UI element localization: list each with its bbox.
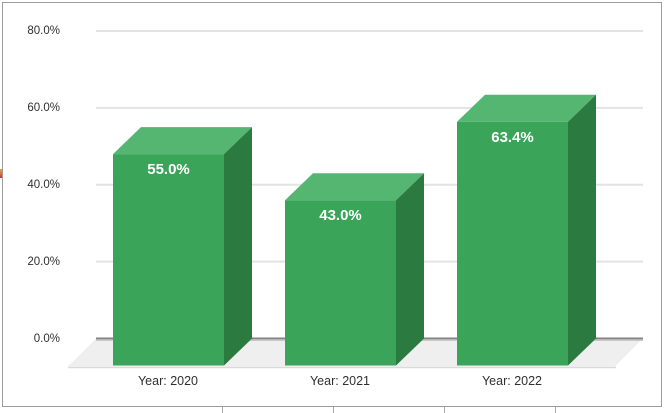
y-axis-label: 40.0%: [27, 178, 60, 191]
table-grid-tick: [333, 407, 334, 413]
bar-value-label: 43.0%: [319, 207, 362, 225]
table-grid-tick: [222, 407, 223, 413]
bar-value-label: 55.0%: [147, 161, 190, 179]
bar-front-face: [457, 121, 568, 366]
x-axis-label: Year: 2020: [137, 374, 199, 388]
chart-border: [2, 2, 662, 407]
bar-side-face: [568, 94, 596, 366]
bar-side-face: [396, 173, 424, 366]
bar-front-face: [113, 154, 224, 366]
x-axis-label: Year: 2022: [481, 374, 543, 388]
y-axis-label: 0.0%: [33, 332, 60, 345]
bar-top-face: [285, 173, 424, 201]
y-axis-label: 60.0%: [27, 101, 60, 114]
bar-side-face: [224, 127, 252, 366]
bar-top-face: [113, 127, 252, 155]
edge-artifact: [0, 169, 2, 178]
bar-front-face: [285, 200, 396, 366]
table-grid-tick: [444, 407, 445, 413]
y-axis-label: 80.0%: [27, 25, 60, 37]
table-grid-tick: [555, 407, 556, 413]
bar-value-label: 63.4%: [491, 128, 534, 146]
y-axis-label: 20.0%: [27, 255, 60, 268]
x-axis-label: Year: 2021: [309, 374, 371, 388]
bar-top-face: [457, 94, 596, 122]
